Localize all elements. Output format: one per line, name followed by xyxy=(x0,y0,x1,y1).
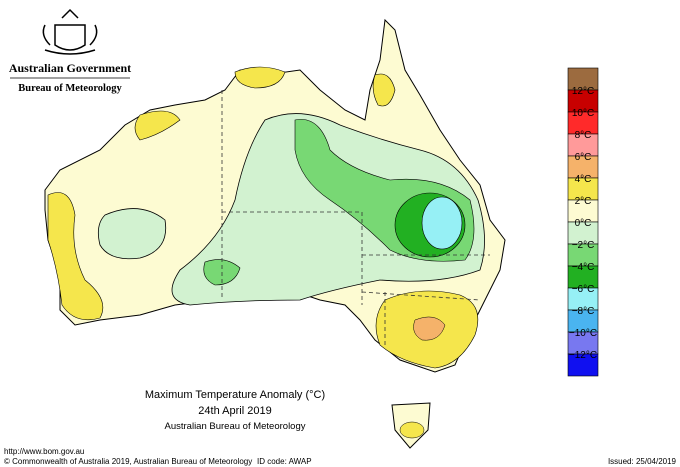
legend-label: −2°C xyxy=(572,240,595,251)
legend-swatch xyxy=(567,353,599,377)
legend-label: 10°C xyxy=(572,108,594,119)
government-name: Australian Government xyxy=(9,61,131,75)
issued-date: Issued: 25/04/2019 xyxy=(608,457,677,466)
negative-anomaly-west xyxy=(97,208,167,260)
warm-anomaly-west xyxy=(47,192,104,321)
map-title: Maximum Temperature Anomaly (°C) xyxy=(145,389,325,401)
legend-label: −10°C xyxy=(569,328,597,339)
agency-name: Bureau of Meteorology xyxy=(18,83,122,94)
state-borders xyxy=(221,90,490,345)
strongest-cool-region xyxy=(421,196,463,250)
legend-label: 4°C xyxy=(575,174,592,185)
legend-label: 0°C xyxy=(575,218,592,229)
legend: 12°C 10°C 8°C 6°C 4°C 2°C 0°C −2°C −4°C −6°C −8°C −… xyxy=(567,67,599,377)
legend-label: −12°C xyxy=(569,350,597,361)
copyright: © Commonwealth of Australia 2019, Austra… xyxy=(4,457,252,466)
tasmania-warm-patch xyxy=(399,421,425,439)
website-url: http://www.bom.gov.au xyxy=(4,447,84,456)
legend-label: −6°C xyxy=(572,284,595,295)
legend-label: 6°C xyxy=(575,152,592,163)
negative-anomaly-region xyxy=(171,113,485,306)
warm-anomaly-north xyxy=(134,66,396,141)
legend-label: −8°C xyxy=(572,306,595,317)
legend-label: −4°C xyxy=(572,262,595,273)
coat-of-arms xyxy=(42,8,98,55)
australia-map xyxy=(44,18,506,449)
legend-label: 2°C xyxy=(575,196,592,207)
legend-label: 12°C xyxy=(572,86,594,97)
legend-label: 8°C xyxy=(575,130,592,141)
map-date: 24th April 2019 xyxy=(198,405,271,417)
id-code: ID code: AWAP xyxy=(257,457,312,466)
map-source: Australian Bureau of Meteorology xyxy=(165,421,306,432)
warmer-anomaly-southeast xyxy=(413,316,446,341)
